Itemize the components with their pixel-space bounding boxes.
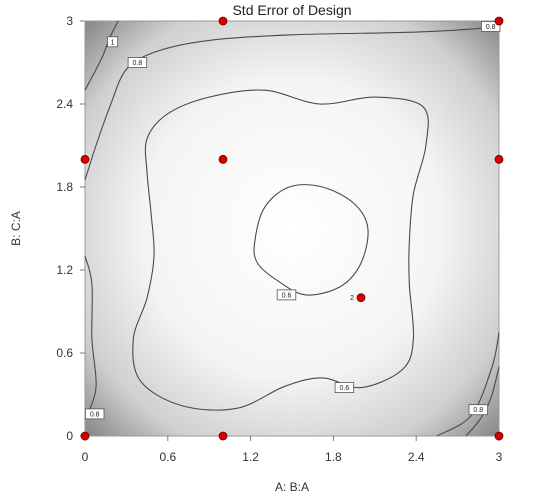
contour-label-2: 0.8 [480, 21, 501, 32]
design-point-7 [494, 16, 504, 26]
x-tick-label: 0 [82, 450, 89, 464]
x-tick-label: 3 [496, 450, 503, 464]
x-axis-label: A: B:A [275, 480, 309, 494]
design-point-5 [494, 154, 504, 164]
design-points: 2 [80, 16, 504, 441]
contour-label-box [127, 57, 148, 68]
contour-line-0_8-3 [84, 256, 97, 420]
contour-label-text: 0.8 [473, 407, 483, 414]
design-point-1 [218, 431, 228, 441]
contour-label-3: 0.8 [85, 408, 105, 420]
plot-area [84, 20, 500, 437]
contour-label-0: 1 [107, 36, 119, 48]
design-point-4 [218, 154, 228, 164]
chart-title: Std Error of Design [232, 2, 351, 18]
contour-label-4: 0.8 [468, 404, 489, 416]
contour-label-text: 1 [111, 39, 115, 46]
contour-line-0_6-6 [253, 184, 369, 296]
contour-lines [84, 20, 500, 437]
design-point-0 [80, 431, 90, 441]
contour-label-text: 0.8 [133, 60, 143, 67]
contour-label-box [468, 404, 489, 416]
x-tick-label: 1.8 [325, 450, 342, 464]
y-tick-label: 1.2 [56, 263, 73, 277]
x-tick-label: 2.4 [408, 450, 425, 464]
y-tick-label: 3 [66, 14, 73, 28]
y-tick-label: 1.8 [56, 180, 73, 194]
contour-label-box [276, 289, 297, 301]
y-tick-label: 0.6 [56, 346, 73, 360]
contour-label-text: 0.6 [282, 292, 292, 299]
contour-line-0_8-4 [436, 332, 500, 437]
contour-line-1-0 [84, 20, 119, 91]
contour-line-0_6-5 [132, 89, 429, 411]
x-tick-label: 1.2 [242, 450, 259, 464]
contour-line-0_8-2 [84, 24, 500, 181]
design-point-6 [218, 16, 228, 26]
design-point-3 [80, 154, 90, 164]
y-axis-label: B: C:A [9, 211, 23, 246]
y-tick-label: 0 [66, 429, 73, 443]
contour-labels: 1 0.8 0.8 0.8 0.8 0.6 0.6 [85, 21, 501, 420]
contour-label-6: 0.6 [334, 382, 355, 394]
contour-label-5: 0.6 [276, 289, 297, 301]
contour-label-1: 0.8 [127, 57, 148, 68]
contour-label-box [85, 408, 105, 420]
contour-label-box [107, 36, 119, 48]
design-point-8 [356, 293, 366, 303]
x-tick-label: 0.6 [159, 450, 176, 464]
contour-label-box [480, 21, 501, 32]
replicate-count-label: 2 [350, 295, 354, 302]
axes: 0 0.6 1.2 1.8 2.4 3 0 0.6 1.2 1.8 2.4 3 [56, 14, 502, 464]
design-point-2 [494, 431, 504, 441]
contour-label-text: 0.8 [486, 24, 496, 31]
contour-label-text: 0.8 [90, 411, 100, 418]
y-tick-label: 2.4 [56, 97, 73, 111]
contour-label-text: 0.6 [340, 385, 350, 392]
contour-label-box [334, 382, 355, 394]
